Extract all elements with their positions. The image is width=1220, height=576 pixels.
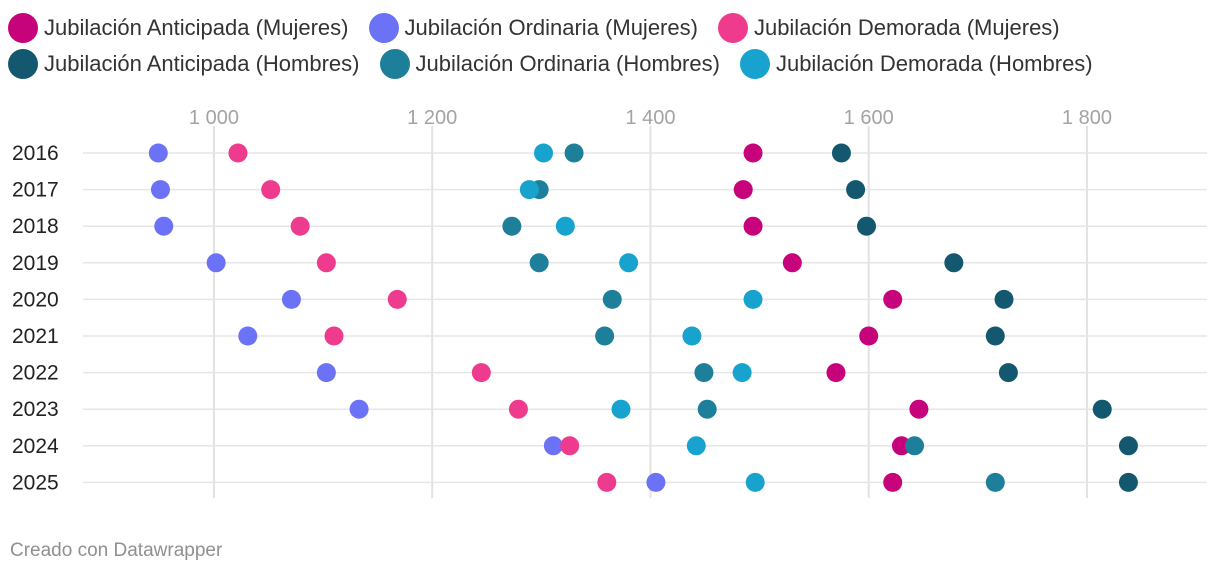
data-point: Jubilación Demorada (Mujeres) 2021: 1110 — [324, 326, 344, 346]
data-point: Jubilación Demorada (Hombres) 2020: 1494 — [743, 289, 763, 309]
legend-label: Jubilación Anticipada (Hombres) — [44, 51, 360, 76]
data-point: Jubilación Anticipada (Mujeres) 2025: 16… — [883, 472, 903, 492]
data-point: Jubilación Ordinaria (Mujeres) 2025: 140… — [646, 472, 666, 492]
legend-item-demorada-hombres: Jubilación Demorada (Hombres) — [739, 49, 1093, 79]
y-category-label: 2021 — [12, 325, 59, 348]
data-point: Jubilación Demorada (Mujeres) 2019: 1103 — [316, 253, 336, 273]
legend-label: Jubilación Ordinaria (Mujeres) — [404, 15, 698, 40]
data-point: Jubilación Demorada (Hombres) 2021: 1438 — [682, 326, 702, 346]
data-point: Jubilación Ordinaria (Hombres) 2024: 164… — [905, 436, 925, 456]
data-point: Jubilación Ordinaria (Mujeres) 2018: 954 — [154, 216, 174, 236]
legend-label: Jubilación Anticipada (Mujeres) — [44, 15, 349, 40]
data-point: Jubilación Demorada (Mujeres) 2023: 1279 — [508, 399, 528, 419]
data-point: Jubilación Demorada (Hombres) 2017: 1289 — [519, 180, 539, 200]
data-point: Jubilación Anticipada (Hombres) 2016: 15… — [831, 143, 851, 163]
data-point: Jubilación Anticipada (Mujeres) 2020: 16… — [883, 289, 903, 309]
legend-swatch — [368, 13, 399, 43]
legend-label: Jubilación Ordinaria (Hombres) — [415, 51, 720, 76]
data-point: Jubilación Ordinaria (Hombres) 2023: 145… — [697, 399, 717, 419]
data-point: Jubilación Demorada (Mujeres) 2025: 1360 — [597, 472, 617, 492]
data-point: Jubilación Demorada (Mujeres) 2018: 1079 — [290, 216, 310, 236]
y-category-label: 2025 — [12, 471, 59, 494]
legend: Jubilación Anticipada (Mujeres) Jubilaci… — [8, 10, 1218, 82]
y-category-label: 2024 — [12, 435, 59, 458]
data-point: Jubilación Anticipada (Hombres) 2017: 15… — [846, 180, 866, 200]
y-category-label: 2017 — [12, 179, 59, 202]
data-point: Jubilación Ordinaria (Mujeres) 2020: 107… — [281, 289, 301, 309]
dot-plot: 1 000 1 200 1 400 1 600 1 800 2016 2017 2018 201… — [12, 107, 1207, 498]
legend-item-anticipada-hombres: Jubilación Anticipada (Hombres) — [8, 49, 360, 79]
data-point: Jubilación Ordinaria (Hombres) 2020: 136… — [602, 289, 622, 309]
data-point: Jubilación Anticipada (Mujeres) 2024: 16… — [891, 436, 911, 456]
x-tick-label: 1 200 — [407, 107, 457, 129]
data-point: Jubilación Ordinaria (Mujeres) 2024: 131… — [543, 436, 563, 456]
data-point: Jubilación Ordinaria (Mujeres) 2023: 113… — [349, 399, 369, 419]
legend-item-ordinaria-hombres: Jubilación Ordinaria (Hombres) — [379, 49, 720, 79]
legend-label: Jubilación Demorada (Mujeres) — [753, 15, 1060, 40]
data-point: Jubilación Demorada (Mujeres) 2017: 1052 — [261, 180, 281, 200]
data-point: Jubilación Anticipada (Hombres) 2019: 16… — [944, 253, 964, 273]
data-point: Jubilación Ordinaria (Hombres) 2016: 133… — [564, 143, 584, 163]
x-tick-label: 1 400 — [625, 107, 675, 129]
legend-item-ordinaria-mujeres: Jubilación Ordinaria (Mujeres) — [368, 13, 698, 43]
data-point: Jubilación Ordinaria (Hombres) 2019: 129… — [529, 253, 549, 273]
y-category-label: 2023 — [12, 398, 59, 421]
y-category-label: 2018 — [12, 215, 59, 238]
data-point: Jubilación Anticipada (Mujeres) 2017: 14… — [733, 180, 753, 200]
data-point: Jubilación Demorada (Mujeres) 2020: 1168 — [387, 289, 407, 309]
data-point: Jubilación Anticipada (Hombres) 2022: 17… — [998, 363, 1018, 383]
data-point: Jubilación Demorada (Hombres) 2025: 1496 — [745, 472, 765, 492]
data-point: Jubilación Ordinaria (Hombres) 2025: 171… — [985, 472, 1005, 492]
data-point: Jubilación Ordinaria (Hombres) 2022: 144… — [694, 363, 714, 383]
data-point: Jubilación Ordinaria (Mujeres) 2016: 949 — [148, 143, 168, 163]
data-point: Jubilación Anticipada (Mujeres) 2023: 16… — [909, 399, 929, 419]
data-point: Jubilación Ordinaria (Mujeres) 2019: 100… — [206, 253, 226, 273]
y-category-label: 2020 — [12, 288, 59, 311]
data-point: Jubilación Demorada (Hombres) 2018: 1322 — [555, 216, 575, 236]
legend-row: Jubilación Anticipada (Hombres) Jubilaci… — [8, 46, 1218, 82]
data-point: Jubilación Anticipada (Mujeres) 2019: 15… — [782, 253, 802, 273]
data-point: Jubilación Anticipada (Hombres) 2018: 15… — [857, 216, 877, 236]
y-category-label: 2016 — [12, 142, 59, 165]
data-point: Jubilación Anticipada (Hombres) 2024: 18… — [1118, 436, 1138, 456]
y-category-label: 2019 — [12, 252, 59, 275]
legend-item-anticipada-mujeres: Jubilación Anticipada (Mujeres) — [8, 13, 349, 43]
data-point: Jubilación Anticipada (Mujeres) 2018: 14… — [743, 216, 763, 236]
data-point: Jubilación Ordinaria (Mujeres) 2022: 110… — [316, 363, 336, 383]
legend-swatch — [8, 49, 38, 79]
data-point: Jubilación Demorada (Hombres) 2024: 1442 — [686, 436, 706, 456]
legend-swatch — [717, 13, 748, 43]
x-tick-label: 1 600 — [844, 107, 894, 129]
legend-row: Jubilación Anticipada (Mujeres) Jubilaci… — [8, 10, 1218, 46]
data-point: Jubilación Anticipada (Mujeres) 2022: 15… — [826, 363, 846, 383]
data-point: Jubilación Anticipada (Mujeres) 2016: 14… — [743, 143, 763, 163]
data-point: Jubilación Ordinaria (Hombres) 2018: 127… — [502, 216, 522, 236]
credit-text: Creado con Datawrapper — [10, 540, 223, 561]
data-point: Jubilación Anticipada (Hombres) 2025: 18… — [1118, 472, 1138, 492]
legend-label: Jubilación Demorada (Hombres) — [775, 51, 1093, 76]
data-point: Jubilación Demorada (Mujeres) 2024: 1326 — [560, 436, 580, 456]
x-tick-label: 1 000 — [189, 107, 239, 129]
data-point: Jubilación Ordinaria (Hombres) 2021: 135… — [595, 326, 615, 346]
legend-item-demorada-mujeres: Jubilación Demorada (Mujeres) — [717, 13, 1060, 43]
data-point: Jubilación Anticipada (Hombres) 2020: 17… — [994, 289, 1014, 309]
y-category-label: 2022 — [12, 362, 59, 385]
data-point: Jubilación Demorada (Hombres) 2022: 1484 — [732, 363, 752, 383]
data-point: Jubilación Ordinaria (Mujeres) 2021: 103… — [238, 326, 258, 346]
legend-swatch — [379, 49, 410, 79]
data-point: Jubilación Anticipada (Mujeres) 2021: 16… — [859, 326, 879, 346]
data-point: Jubilación Ordinaria (Mujeres) 2017: 951 — [150, 180, 170, 200]
legend-swatch — [8, 13, 38, 43]
data-point: Jubilación Anticipada (Hombres) 2023: 18… — [1092, 399, 1112, 419]
legend-swatch — [739, 49, 770, 79]
data-point: Jubilación Demorada (Hombres) 2016: 1302 — [534, 143, 554, 163]
data-point: Jubilación Demorada (Hombres) 2023: 1373 — [611, 399, 631, 419]
x-tick-label: 1 800 — [1062, 107, 1112, 129]
data-point: Jubilación Anticipada (Hombres) 2021: 17… — [985, 326, 1005, 346]
data-point: Jubilación Demorada (Mujeres) 2022: 1245 — [471, 363, 491, 383]
data-point: Jubilación Demorada (Hombres) 2019: 1380 — [619, 253, 639, 273]
data-point: Jubilación Demorada (Mujeres) 2016: 1022 — [228, 143, 248, 163]
